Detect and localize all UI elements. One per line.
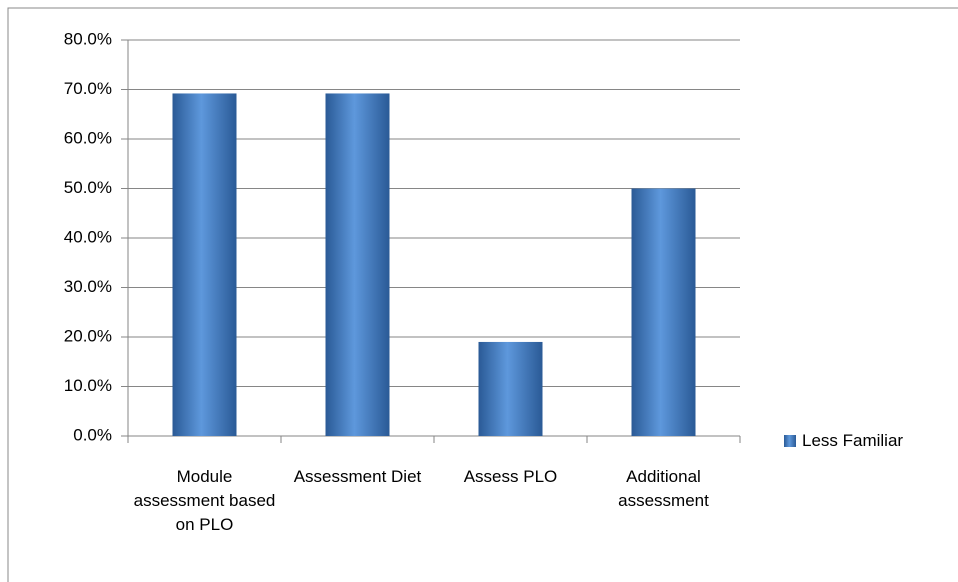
bar	[325, 93, 390, 437]
bar	[631, 188, 696, 436]
x-tick-label: Additional assessment	[618, 467, 709, 510]
y-tick-label: 10.0%	[64, 376, 112, 395]
x-tick-label: Module assessment based on PLO	[133, 467, 276, 534]
y-tick-label: 50.0%	[64, 178, 112, 197]
legend-swatch	[784, 435, 796, 447]
y-tick-label: 70.0%	[64, 79, 112, 98]
y-tick-label: 60.0%	[64, 128, 112, 147]
bar	[172, 93, 237, 437]
y-tick-label: 40.0%	[64, 227, 112, 246]
y-tick-label: 30.0%	[64, 277, 112, 296]
legend-label: Less Familiar	[802, 431, 904, 450]
y-tick-label: 80.0%	[64, 29, 112, 48]
bar	[478, 341, 543, 436]
chart-frame	[7, 7, 958, 582]
x-tick-label: Assessment Diet	[293, 467, 422, 486]
x-tick-label: Assess PLO	[463, 467, 558, 486]
y-tick-label: 20.0%	[64, 326, 112, 345]
y-tick-label: 0.0%	[73, 425, 112, 444]
